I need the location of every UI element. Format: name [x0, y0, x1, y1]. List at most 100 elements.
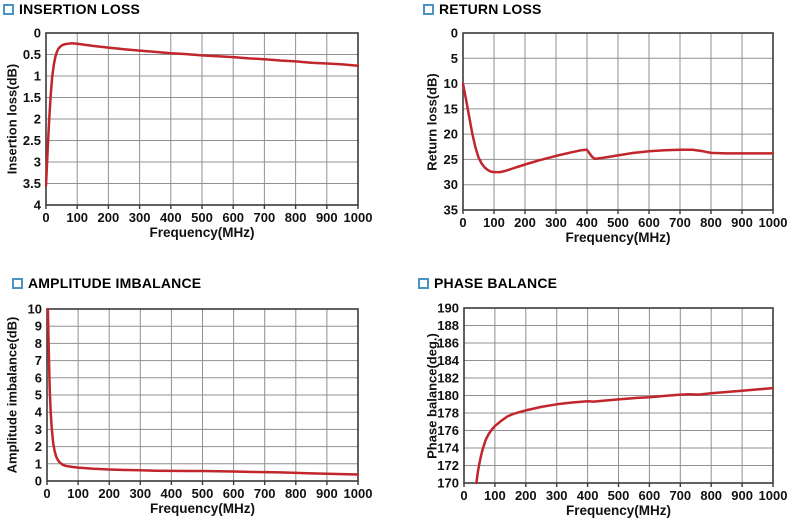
svg-text:400: 400 — [160, 210, 182, 225]
x-axis-label: Frequency(MHz) — [565, 230, 671, 245]
svg-text:1: 1 — [35, 456, 42, 471]
svg-text:200: 200 — [98, 486, 120, 501]
svg-text:170: 170 — [437, 476, 459, 491]
svg-text:700: 700 — [254, 210, 276, 225]
svg-text:0: 0 — [35, 474, 42, 489]
svg-text:186: 186 — [437, 336, 459, 351]
chart-title: RETURN LOSS — [439, 1, 542, 17]
svg-text:700: 700 — [254, 486, 276, 501]
svg-text:178: 178 — [437, 406, 459, 421]
chart-title-row: INSERTION LOSS — [3, 1, 140, 17]
svg-text:300: 300 — [129, 210, 151, 225]
svg-text:4: 4 — [35, 405, 43, 420]
svg-text:0: 0 — [451, 26, 458, 41]
svg-text:1000: 1000 — [759, 215, 788, 230]
svg-text:500: 500 — [607, 215, 629, 230]
square-outline-icon — [3, 3, 14, 15]
svg-text:3: 3 — [34, 155, 41, 170]
svg-text:9: 9 — [35, 319, 42, 334]
svg-text:800: 800 — [285, 486, 307, 501]
svg-text:200: 200 — [514, 215, 536, 230]
chart-title-row: RETURN LOSS — [423, 1, 542, 17]
svg-text:400: 400 — [577, 488, 599, 503]
svg-text:900: 900 — [731, 488, 753, 503]
plot-area: 0 100 200 300 400 500 600 700 800 900 1000 0 5 10 15 20… — [444, 26, 788, 231]
svg-text:700: 700 — [669, 215, 691, 230]
svg-text:1000: 1000 — [759, 488, 788, 503]
svg-text:1000: 1000 — [344, 210, 373, 225]
svg-text:190: 190 — [437, 301, 459, 316]
svg-text:300: 300 — [545, 215, 567, 230]
svg-text:800: 800 — [700, 488, 722, 503]
svg-text:20: 20 — [444, 127, 458, 142]
plot-area: 0 100 200 300 400 500 600 700 800 900 100010987654… — [28, 302, 373, 502]
svg-text:400: 400 — [161, 486, 183, 501]
svg-text:174: 174 — [437, 441, 459, 456]
svg-text:900: 900 — [316, 210, 338, 225]
x-axis-label: Frequency(MHz) — [149, 501, 256, 516]
svg-text:700: 700 — [669, 488, 691, 503]
svg-text:5: 5 — [35, 388, 42, 403]
svg-text:0: 0 — [43, 486, 50, 501]
svg-text:4: 4 — [34, 198, 42, 213]
square-outline-icon — [423, 3, 434, 15]
svg-text:900: 900 — [316, 486, 338, 501]
x-axis-label: Frequency(MHz) — [565, 503, 672, 518]
svg-text:0.5: 0.5 — [23, 47, 41, 62]
x-axis-label: Frequency(MHz) — [149, 225, 255, 240]
svg-text:35: 35 — [444, 203, 458, 218]
svg-text:500: 500 — [192, 486, 214, 501]
svg-text:7: 7 — [35, 353, 42, 368]
svg-text:1000: 1000 — [344, 486, 373, 501]
svg-text:100: 100 — [483, 215, 505, 230]
svg-text:100: 100 — [484, 488, 506, 503]
svg-text:3.5: 3.5 — [23, 176, 41, 191]
svg-text:188: 188 — [437, 318, 459, 333]
chart-title: INSERTION LOSS — [19, 1, 141, 17]
svg-text:1.5: 1.5 — [23, 90, 41, 105]
chart-amplitude-imbalance: AMPLITUDE IMBALANCE Amplitude imbalance(… — [0, 261, 396, 522]
svg-text:5: 5 — [451, 51, 458, 66]
svg-text:15: 15 — [444, 101, 458, 116]
svg-text:3: 3 — [35, 422, 42, 437]
svg-text:6: 6 — [35, 370, 42, 385]
square-outline-icon — [418, 277, 429, 289]
svg-text:500: 500 — [608, 488, 630, 503]
svg-text:176: 176 — [437, 423, 459, 438]
chart-insertion-loss: INSERTION LOSS Insertion loss(dB) 0 100 20… — [0, 0, 396, 261]
svg-text:100: 100 — [67, 486, 89, 501]
svg-text:182: 182 — [437, 371, 459, 386]
svg-text:600: 600 — [638, 215, 660, 230]
chart-return-loss: RETURN LOSS Return loss(dB) 0 100 200 300 40… — [396, 0, 792, 261]
svg-text:0: 0 — [42, 210, 49, 225]
svg-text:10: 10 — [444, 76, 458, 91]
svg-text:25: 25 — [444, 152, 458, 167]
svg-text:8: 8 — [35, 336, 42, 351]
chart-title: AMPLITUDE IMBALANCE — [28, 275, 202, 291]
svg-text:600: 600 — [223, 486, 245, 501]
svg-text:600: 600 — [222, 210, 244, 225]
plot-area: 0 100 200 300 400 500 600 700 800 900 1000 0 0.5 1 1.5… — [23, 26, 373, 226]
svg-text:100: 100 — [66, 210, 88, 225]
svg-text:800: 800 — [700, 215, 722, 230]
svg-text:200: 200 — [98, 210, 120, 225]
svg-text:300: 300 — [546, 488, 568, 503]
square-outline-icon — [12, 277, 23, 289]
svg-text:0: 0 — [460, 488, 467, 503]
svg-text:0: 0 — [34, 26, 41, 41]
chart-phase-balance: PHASE BALANCE Phase balance(deg.) 0 100 20… — [396, 261, 792, 522]
svg-text:1: 1 — [34, 69, 41, 84]
svg-text:800: 800 — [285, 210, 307, 225]
svg-text:900: 900 — [731, 215, 753, 230]
svg-text:180: 180 — [437, 388, 459, 403]
svg-text:300: 300 — [129, 486, 151, 501]
chart-title-row: PHASE BALANCE — [418, 275, 557, 291]
svg-text:600: 600 — [639, 488, 661, 503]
svg-text:172: 172 — [437, 458, 459, 473]
svg-text:10: 10 — [28, 302, 42, 317]
svg-text:400: 400 — [576, 215, 598, 230]
svg-text:500: 500 — [191, 210, 213, 225]
svg-text:2: 2 — [34, 112, 41, 127]
svg-text:0: 0 — [459, 215, 466, 230]
